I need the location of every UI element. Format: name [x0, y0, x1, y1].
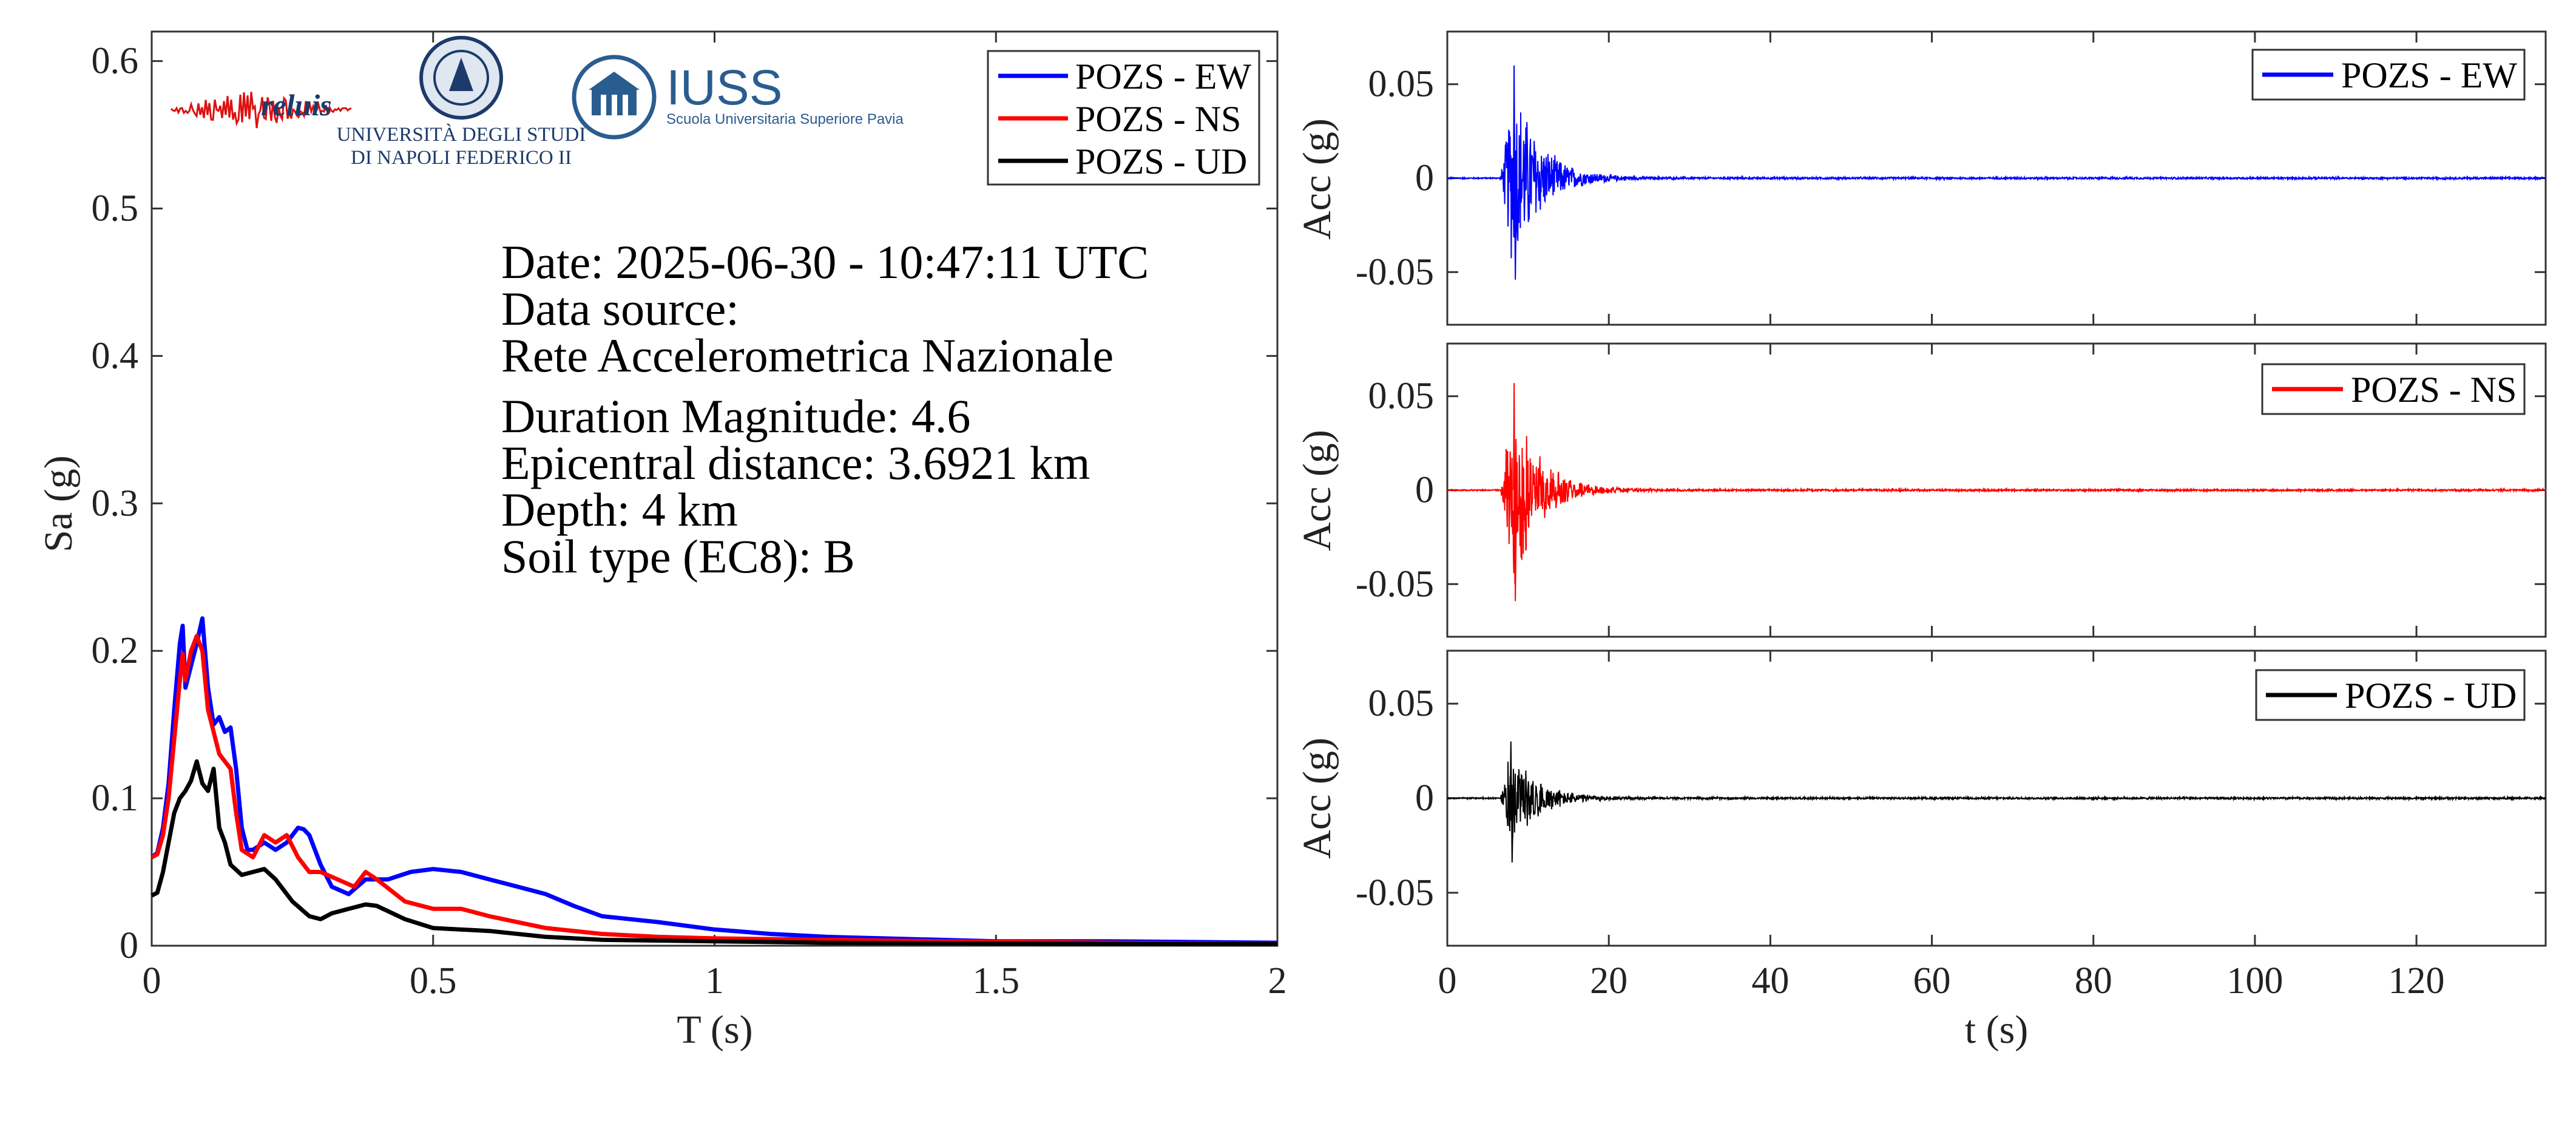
acc-peak-ew: [1513, 65, 1518, 280]
acc-peak-ns: [1513, 382, 1518, 602]
x-tick-label: 0: [143, 960, 161, 1002]
acc-ns-chart: -0.05 0 0.05 Acc (g) POZS - NS: [1295, 342, 2547, 638]
acc-series-ew: [1447, 112, 2546, 261]
acc-ud-legend: POZS - UD: [2255, 669, 2526, 721]
x-tick-label: 2: [1268, 960, 1287, 1002]
spectrum-series-ns: [150, 634, 1278, 947]
acc-peak-ud: [1509, 741, 1514, 863]
acc-ew-legend: POZS - EW: [2251, 49, 2526, 101]
spectrum-lines: [150, 616, 1278, 947]
x-tick-label: 40: [1751, 960, 1789, 1002]
y-tick-label: -0.05: [1356, 251, 1434, 293]
spectrum-chart: 0 0.1 0.2 0.3 0.4 0.5 0.6 0 0.5 1 1.5 2 T (s) Sa (g…: [36, 30, 1287, 1052]
y-tick-label: 0: [120, 925, 138, 966]
y-tick-label: 0.2: [92, 630, 139, 671]
acc-ew-trace: [1447, 65, 2546, 280]
x-tick-label: 0.5: [410, 960, 457, 1002]
y-tick-label: 0.4: [92, 335, 139, 376]
x-tick-label: 80: [2075, 960, 2112, 1002]
acc-ew-legend-label: POZS - EW: [2341, 55, 2517, 95]
y-tick-label: 0.6: [92, 41, 139, 82]
acc-x-axis-label: t (s): [1965, 1008, 2028, 1052]
x-tick-label: 60: [1913, 960, 1951, 1002]
iuss-logo: IUSS Scuola Universitaria Superiore Pavi…: [572, 55, 904, 140]
legend-ud-label: POZS - UD: [1075, 141, 1247, 181]
y-tick-label: 0: [1415, 470, 1434, 511]
info-soil: Soil type (EC8): B: [501, 530, 855, 583]
info-source-label: Data source:: [501, 282, 739, 335]
y-tick-label: -0.05: [1356, 563, 1434, 605]
event-info: Date: 2025-06-30 - 10:47:11 UTC Data sou…: [501, 236, 1149, 583]
acc-ud-ticks: -0.05 0 0.05 0 20 40 60 80 100 120: [1356, 651, 2546, 1002]
info-source-value: Rete Accelerometrica Nazionale: [501, 329, 1114, 382]
x-tick-label: 20: [1590, 960, 1628, 1002]
spectrum-series-ud: [150, 759, 1278, 947]
spectrum-series-ew: [150, 616, 1278, 945]
acc-ns-ticks: -0.05 0 0.05: [1356, 344, 2546, 637]
acc-ns-trace: [1447, 382, 2546, 602]
info-distance: Epicentral distance: 3.6921 km: [501, 436, 1090, 489]
y-tick-label: 0.1: [92, 778, 139, 819]
y-tick-label: 0.05: [1368, 64, 1435, 105]
x-tick-label: 1.5: [973, 960, 1020, 1002]
spectrum-ticks: 0 0.1 0.2 0.3 0.4 0.5 0.6 0 0.5 1 1.5 2: [92, 32, 1287, 1002]
reluis-logo-text: reluis: [261, 88, 332, 122]
acc-series-ud: [1447, 761, 2546, 838]
acc-ns-legend: POZS - NS: [2261, 363, 2526, 415]
y-tick-label: 0.5: [92, 188, 139, 229]
unina-line1: UNIVERSITÀ DEGLI STUDI: [337, 123, 586, 146]
reluis-wave-icon: [170, 92, 352, 129]
y-tick-label: 0.05: [1368, 376, 1435, 417]
acc-ud-y-axis-label: Acc (g): [1295, 738, 1339, 859]
acc-ns-legend-label: POZS - NS: [2351, 370, 2517, 410]
y-tick-label: 0: [1415, 778, 1434, 819]
y-tick-label: 0: [1415, 158, 1434, 199]
reluis-logo: reluis: [170, 88, 352, 129]
x-tick-label: 120: [2388, 960, 2445, 1002]
x-tick-label: 1: [705, 960, 724, 1002]
acc-ud-trace: [1447, 741, 2546, 863]
y-tick-label: 0.3: [92, 483, 139, 524]
x-tick-label: 100: [2226, 960, 2283, 1002]
reluis-wave-line: [170, 92, 352, 129]
acc-series-ns: [1447, 436, 2546, 585]
iuss-subtitle: Scuola Universitaria Superiore Pavia: [666, 111, 904, 127]
spectrum-legend: POZS - EW POZS - NS POZS - UD: [987, 50, 1260, 186]
y-tick-label: 0.05: [1368, 683, 1435, 724]
legend-ew-label: POZS - EW: [1075, 56, 1251, 97]
info-depth: Depth: 4 km: [501, 483, 738, 536]
unina-logo: UNIVERSITÀ DEGLI STUDI DI NAPOLI FEDERIC…: [337, 36, 586, 169]
spectrum-x-axis-label: T (s): [677, 1008, 752, 1052]
spectrum-y-axis-label: Sa (g): [36, 455, 81, 552]
acc-ew-chart: -0.05 0 0.05 Acc (g) POZS - EW: [1295, 30, 2547, 326]
acc-ud-legend-label: POZS - UD: [2345, 676, 2517, 716]
iuss-title: IUSS: [666, 60, 782, 115]
acc-ew-y-axis-label: Acc (g): [1295, 118, 1339, 240]
info-magnitude: Duration Magnitude: 4.6: [501, 390, 970, 443]
unina-line2: DI NAPOLI FEDERICO II: [351, 147, 572, 169]
acc-ew-ticks: -0.05 0 0.05: [1356, 32, 2546, 325]
legend-ns-label: POZS - NS: [1075, 99, 1241, 139]
x-tick-label: 0: [1438, 960, 1457, 1002]
acc-ud-legend-box: [2255, 669, 2526, 721]
info-date: Date: 2025-06-30 - 10:47:11 UTC: [501, 236, 1149, 288]
acc-ns-y-axis-label: Acc (g): [1295, 430, 1339, 551]
y-tick-label: -0.05: [1356, 872, 1434, 914]
